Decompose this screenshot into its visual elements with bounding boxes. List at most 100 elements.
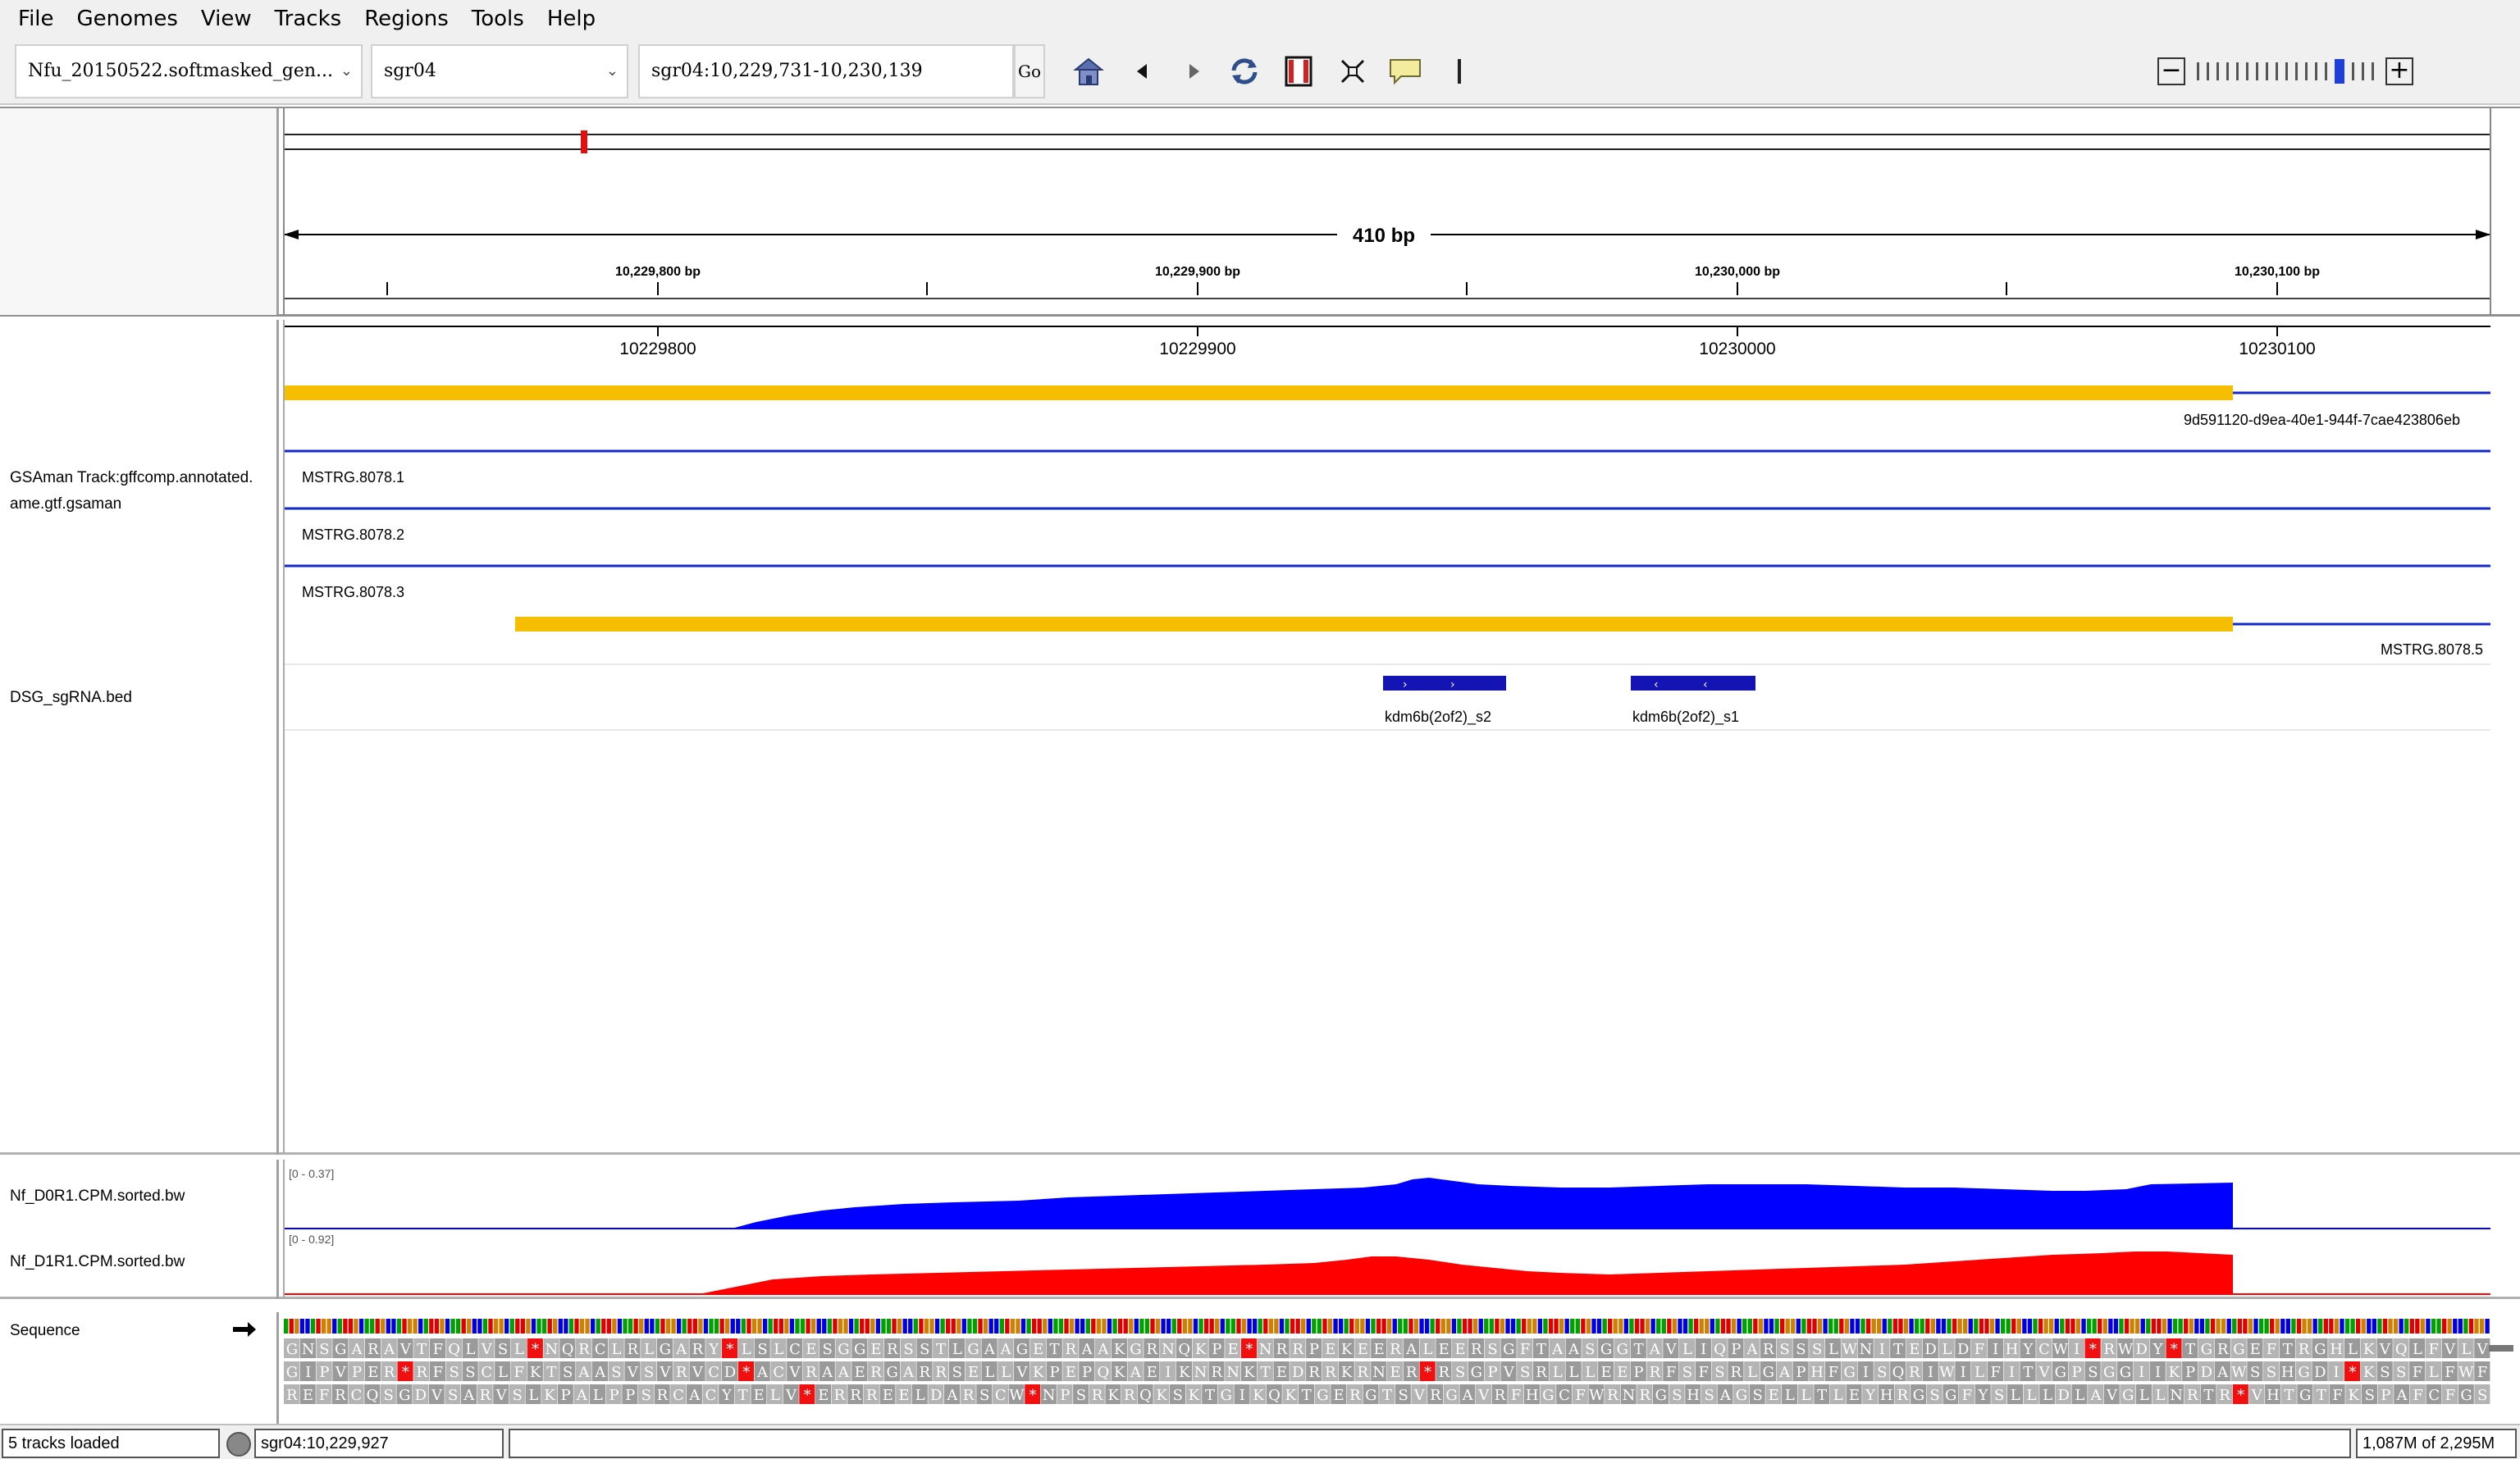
amino-acid-cell	[1825, 1361, 1842, 1381]
d1-track-name[interactable]: Nf_D1R1.CPM.sorted.bw	[10, 1253, 185, 1270]
amino-acid-cell	[2297, 1384, 2313, 1404]
nucleotide-base	[1656, 1319, 1661, 1334]
amino-acid-letter: E	[1374, 1341, 1385, 1358]
sequence-canvas[interactable]: G N S G A R A V T F Q L V S L * N Q R C L R L G A R Y * L S L C E S G G E R S S…	[281, 1312, 2520, 1424]
amino-acid-letter: Y	[1978, 1387, 1989, 1404]
locus-input[interactable]: sgr04:10,229,731-10,230,139	[638, 44, 1014, 98]
strand-arrow-icon[interactable]	[231, 1320, 258, 1338]
amino-acid-cell	[2071, 1384, 2088, 1404]
zoom-level-tick[interactable]	[2207, 62, 2209, 80]
zoom-out-button[interactable]: −	[2157, 57, 2185, 85]
zoom-level-tick[interactable]	[2276, 62, 2278, 80]
gsaman-track-name-cont[interactable]: ame.gtf.gsaman	[10, 495, 122, 513]
amino-acid-cell	[2263, 1338, 2280, 1358]
refresh-icon[interactable]	[1226, 52, 1263, 90]
feature-canvas[interactable]: 10229800 10229900 10230000 10230100 9d59…	[281, 320, 2520, 1153]
region-icon[interactable]	[1280, 52, 1317, 90]
back-arrow-icon[interactable]	[1124, 52, 1162, 90]
sequence-track-name[interactable]: Sequence	[10, 1322, 80, 1339]
zoom-level-tick[interactable]	[2325, 62, 2327, 80]
amino-acid-cell	[1846, 1384, 1862, 1404]
amino-acid-letter: G	[286, 1341, 298, 1358]
sequence-scroll-handle[interactable]	[2489, 1345, 2513, 1352]
d1-coverage-area[interactable]	[699, 1252, 2233, 1294]
menu-view[interactable]: View	[200, 7, 252, 31]
amino-acid-letter: S	[450, 1364, 459, 1381]
amino-acid-letter: S	[952, 1364, 962, 1381]
amino-acid-letter: W	[1589, 1387, 1605, 1404]
sgrna-feature-s2[interactable]	[1383, 676, 1506, 691]
chromosome-ideogram[interactable]	[283, 134, 2491, 150]
ruler-canvas[interactable]: 410 bp 10,229,800 bp 10,229,900 bp 10,23…	[281, 108, 2520, 315]
sgrna-track-name[interactable]: DSG_sgRNA.bed	[10, 689, 132, 706]
nucleotide-base	[2102, 1319, 2107, 1334]
amino-acid-letter: L	[915, 1387, 925, 1404]
genome-dropdown[interactable]: Nfu_20150522.softmasked_gen... ⌄	[15, 44, 363, 98]
zoom-level-tick-selected[interactable]	[2335, 59, 2344, 84]
amino-acid-letter: R	[1308, 1364, 1320, 1381]
nucleotide-base	[2237, 1319, 2242, 1334]
amino-acid-cell	[543, 1338, 559, 1358]
zoom-in-button[interactable]: +	[2385, 57, 2413, 85]
nucleotide-base	[2393, 1319, 2399, 1334]
nucleotide-base	[1806, 1319, 1812, 1334]
zoom-level-tick[interactable]	[2216, 62, 2219, 80]
amino-acid-cell	[397, 1338, 413, 1358]
gene-exon-block[interactable]	[284, 385, 2233, 400]
amino-acid-letter: N	[1372, 1364, 1386, 1381]
amino-acid-cell	[1663, 1338, 1679, 1358]
zoom-level-tick[interactable]	[2315, 62, 2317, 80]
transcript-exon-block[interactable]	[515, 617, 2233, 631]
amino-acid-cell	[1906, 1338, 1923, 1358]
nucleotide-base	[2280, 1319, 2285, 1334]
menu-help[interactable]: Help	[546, 7, 596, 31]
coverage-canvas[interactable]: [0 - 0.37] [0 - 0.92]	[281, 1160, 2520, 1299]
zoom-level-tick[interactable]	[2295, 62, 2298, 80]
gsaman-track-name[interactable]: GSAman Track:gffcomp.annotated.	[10, 469, 253, 486]
cursor-position-status: sgr04:10,229,927	[254, 1429, 504, 1458]
zoom-level-tick[interactable]	[2285, 62, 2288, 80]
d0-track-name[interactable]: Nf_D0R1.CPM.sorted.bw	[10, 1188, 185, 1205]
zoom-level-tick[interactable]	[2266, 62, 2268, 80]
zoom-level-tick[interactable]	[2362, 62, 2364, 80]
menu-genomes[interactable]: Genomes	[76, 7, 178, 31]
zoom-slider[interactable]	[2197, 59, 2374, 84]
nucleotide-base	[768, 1319, 773, 1334]
popup-info-icon[interactable]	[1386, 52, 1424, 90]
amino-acid-letter: T	[1634, 1341, 1644, 1358]
go-button[interactable]: Go	[1014, 44, 1045, 98]
zoom-level-tick[interactable]	[2246, 62, 2248, 80]
fit-window-icon[interactable]	[1334, 52, 1372, 90]
zoom-level-tick[interactable]	[2256, 62, 2258, 80]
amino-acid-letter: T	[2203, 1387, 2213, 1404]
amino-acid-letter: G	[1503, 1341, 1514, 1358]
chromosome-dropdown[interactable]: sgr04 ⌄	[371, 44, 628, 98]
amino-acid-letter: V	[431, 1387, 443, 1404]
zoom-level-tick[interactable]	[2305, 62, 2308, 80]
amino-acid-cell	[1792, 1338, 1809, 1358]
sgrna-feature-s1[interactable]	[1631, 676, 1755, 691]
amino-acid-cell	[2295, 1361, 2312, 1381]
amino-acid-cell	[2376, 1361, 2393, 1381]
amino-acid-cell	[1459, 1384, 1476, 1404]
menu-regions[interactable]: Regions	[364, 7, 449, 31]
amino-acid-letter: E	[968, 1364, 979, 1381]
zoom-level-tick[interactable]	[2197, 62, 2199, 80]
amino-acid-cell	[1582, 1361, 1598, 1381]
zoom-level-tick[interactable]	[2236, 62, 2239, 80]
zoom-level-tick[interactable]	[2372, 62, 2374, 80]
home-icon[interactable]	[1070, 52, 1107, 90]
menu-tracks[interactable]: Tracks	[274, 7, 342, 31]
nucleotide-base	[1661, 1319, 1666, 1334]
nucleotide-base	[413, 1319, 418, 1334]
nucleotide-base	[736, 1319, 741, 1334]
menu-file[interactable]: File	[18, 7, 54, 31]
zoom-level-tick[interactable]	[2352, 62, 2354, 80]
amino-acid-cell	[1605, 1384, 1621, 1404]
forward-arrow-icon[interactable]	[1175, 52, 1212, 90]
d0-coverage-area[interactable]	[732, 1178, 2233, 1229]
ruler-line-icon[interactable]	[1440, 52, 1478, 90]
nucleotide-base	[1360, 1319, 1365, 1334]
menu-tools[interactable]: Tools	[471, 7, 524, 31]
zoom-level-tick[interactable]	[2226, 62, 2229, 80]
